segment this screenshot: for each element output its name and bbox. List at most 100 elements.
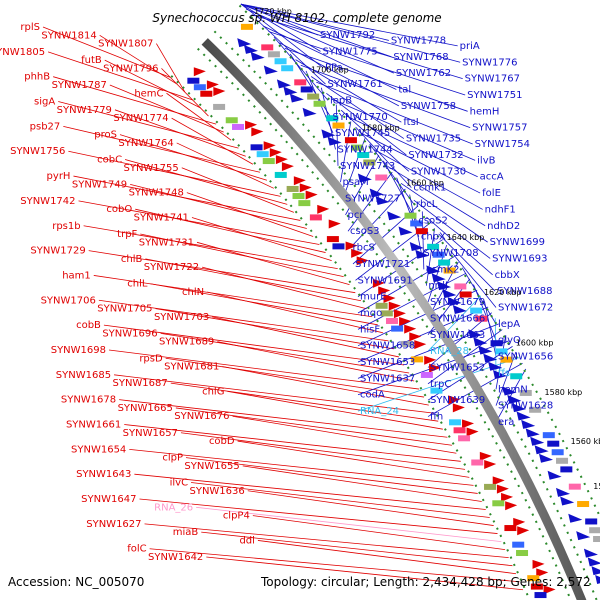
- gene-label-left: chlL: [127, 279, 148, 290]
- feature-block: [274, 171, 287, 178]
- feature-block: [495, 348, 508, 355]
- gene-label-right: SYNW1699: [490, 237, 545, 248]
- feature-block: [380, 310, 393, 317]
- gene-label-left: SYNW1642: [148, 552, 203, 563]
- gene-label-left: cobB: [76, 320, 101, 331]
- feature-arrow-minus: [448, 395, 461, 405]
- left-connector: [150, 283, 378, 326]
- feature-block: [512, 541, 525, 548]
- feature-block: [427, 243, 440, 250]
- feature-arrow-minus: [424, 355, 437, 365]
- gene-label-right: SYNW1778: [391, 35, 446, 46]
- gene-label-right: era: [498, 417, 514, 428]
- feature-block: [432, 251, 445, 258]
- gene-label-left: clpP: [162, 453, 183, 464]
- gene-label-left: SYNW1805: [0, 47, 45, 58]
- left-connector: [257, 540, 517, 575]
- gene-label-left: SYNW1627: [86, 519, 141, 530]
- gene-label-right: accA: [480, 172, 504, 183]
- left-connector: [119, 134, 268, 181]
- right-connector: [251, 14, 463, 79]
- left-connector: [160, 333, 410, 374]
- right-connector: [300, 64, 471, 129]
- kbp-tick-labels: 1720 kbp 1700 kbp 1680 kbp 1660 kbp 1640 kbp…: [254, 7, 600, 491]
- feature-block: [470, 307, 483, 314]
- feature-block: [300, 86, 313, 93]
- feature-block: [534, 592, 547, 599]
- gene-label-right: SYNW1691: [358, 275, 413, 286]
- gene-label-right: ccmK2: [426, 264, 460, 275]
- left-connector: [149, 548, 520, 583]
- left-connector: [196, 506, 502, 543]
- left-connector: [119, 399, 448, 438]
- feature-arrow-minus: [513, 517, 526, 527]
- right-connector: [438, 233, 496, 292]
- gene-label-right: SYNW1693: [492, 253, 547, 264]
- left-connector: [103, 324, 405, 366]
- feature-arrow-minus: [299, 183, 312, 193]
- feature-arrow-plus: [375, 196, 390, 206]
- gene-label-right: SYNW1743: [340, 161, 395, 172]
- feature-arrow-minus: [399, 316, 412, 326]
- gene-label-right: cbbX: [495, 270, 520, 281]
- feature-arrow-minus: [393, 309, 406, 319]
- left-connector: [227, 390, 443, 430]
- feature-block: [200, 90, 213, 97]
- right-connector: [357, 306, 489, 363]
- feature-block: [519, 389, 532, 396]
- right-connector: [345, 115, 478, 178]
- right-connector: [268, 31, 466, 96]
- feature-arrow-plus: [595, 574, 600, 584]
- gene-label-left: SYNW1698: [51, 345, 106, 356]
- gene-label-left: SYNW1655: [184, 461, 239, 472]
- gene-label-right: SYNW1775: [323, 46, 378, 57]
- left-connector: [175, 407, 452, 446]
- right-connector: [427, 312, 492, 368]
- feature-arrow-plus: [321, 129, 336, 139]
- feature-block: [385, 317, 398, 324]
- genome-backbone-arc: [201, 38, 587, 600]
- feature-block: [313, 100, 326, 107]
- left-connector: [181, 167, 295, 213]
- left-connector: [212, 316, 400, 358]
- feature-block: [542, 432, 555, 439]
- feature-block: [256, 151, 269, 158]
- left-connector: [114, 374, 434, 414]
- feature-arrow-minus: [536, 568, 549, 578]
- feature-block: [411, 356, 424, 363]
- accession-text: Accession: NC_005070: [8, 575, 144, 589]
- gene-label-right: SYNW1679: [430, 297, 485, 308]
- feature-arrow-minus: [429, 363, 442, 373]
- right-connector: [240, 3, 458, 47]
- feature-arrow-minus: [492, 476, 505, 486]
- feature-arrow-plus: [426, 265, 441, 275]
- left-connector: [99, 34, 177, 85]
- left-connector: [109, 84, 224, 133]
- right-connector: [450, 250, 497, 308]
- gene-label-right: SYNW1732: [408, 150, 463, 161]
- left-connector: [68, 150, 281, 197]
- gene-label-left: SYNW1814: [41, 30, 96, 41]
- feature-arrow-minus: [388, 301, 401, 311]
- gene-label-left: ilvC: [170, 477, 188, 488]
- feature-arrow-plus: [398, 226, 413, 236]
- right-connector: [360, 132, 481, 194]
- gene-label-right: SYNW1776: [462, 57, 517, 68]
- gene-label-right: hisF: [360, 324, 380, 335]
- left-connector: [53, 76, 217, 125]
- gene-label-right: SYNW1735: [406, 134, 461, 145]
- gene-label-right: ftsI: [403, 117, 418, 128]
- left-connector: [78, 200, 320, 245]
- feature-arrow-plus: [452, 305, 467, 315]
- feature-arrow-minus: [305, 190, 318, 200]
- topology-text: Topology: circular; Length: 2,434,428 bp…: [260, 575, 591, 589]
- feature-arrow-minus: [356, 256, 369, 266]
- gene-label-right: SYNW1758: [401, 101, 456, 112]
- feature-block: [326, 115, 339, 122]
- left-connector: [63, 125, 261, 173]
- gene-label-left: folC: [127, 544, 146, 555]
- gene-label-right: ndhD2: [487, 221, 520, 232]
- feature-block: [443, 267, 456, 274]
- feature-arrow-minus: [245, 120, 258, 130]
- feature-block: [420, 371, 433, 378]
